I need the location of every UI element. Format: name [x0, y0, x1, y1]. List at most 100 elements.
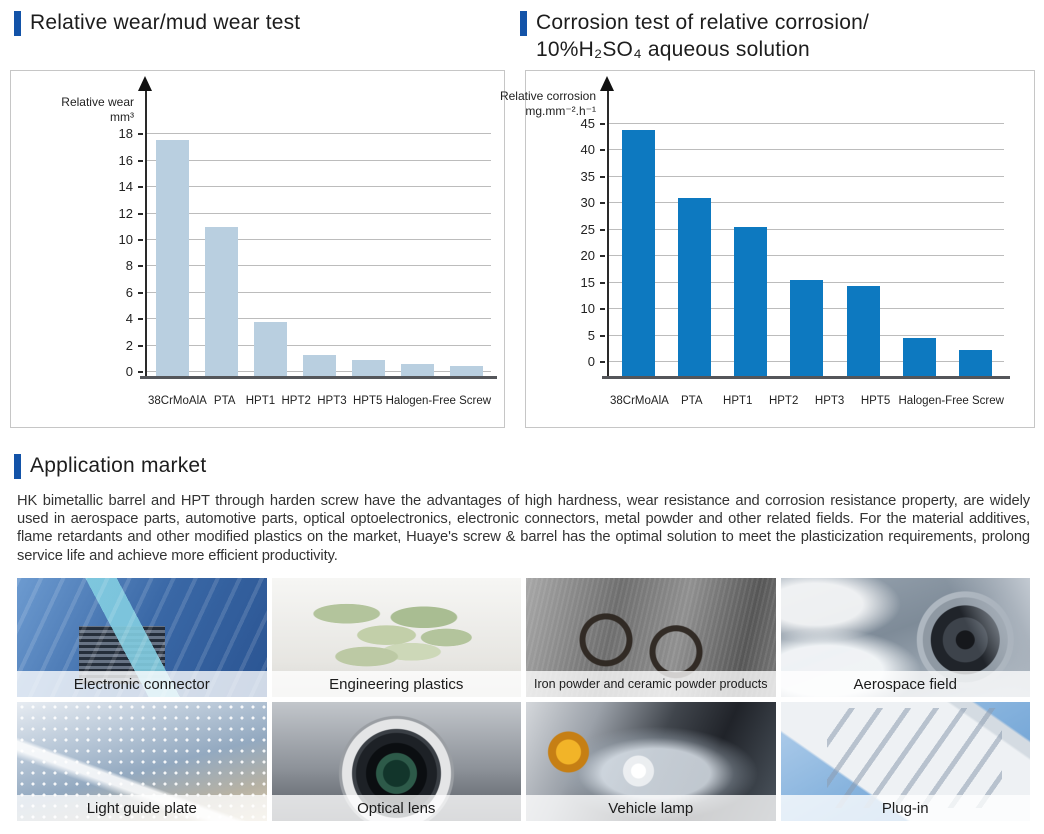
tick-mark	[600, 361, 605, 363]
gridline	[147, 291, 491, 293]
y-axis-label: Relative wear mm³	[61, 95, 134, 125]
y-axis-label-line2: mm³	[110, 110, 134, 124]
gridline	[147, 186, 491, 188]
y-tick-label: 8	[125, 258, 133, 274]
tick-mark	[600, 334, 605, 337]
plug-in-image: Plug-in	[780, 702, 1030, 821]
y-tick-label: 18	[118, 126, 133, 142]
corrosion-section-header: Corrosion test of relative corrosion/ 10…	[520, 9, 869, 63]
x-tick-label: 38CrMoAlA	[148, 395, 207, 407]
corrosion-bar-chart: Relative corrosion mg.mm⁻².h⁻¹ 0 5 10 15 20 25 3…	[500, 70, 1035, 428]
gridline	[609, 149, 1004, 150]
bar-PTA	[205, 226, 238, 376]
bar-HPT2	[790, 280, 824, 376]
bars-area	[610, 101, 1004, 376]
application-section-title: Application market	[30, 454, 207, 477]
optical-lens-image: Optical lens	[271, 702, 521, 821]
y-tick-label: 0	[587, 354, 595, 369]
x-tick-label: PTA	[213, 395, 236, 407]
bar-HPT5	[903, 338, 937, 376]
tick-mark	[600, 255, 605, 257]
bar-Halogen-Free Screw	[450, 366, 483, 376]
application-paragraph: HK bimetallic barrel and HPT through har…	[17, 493, 1030, 564]
y-tick-label: 30	[580, 195, 595, 210]
x-tick-label: HPT5	[860, 395, 891, 407]
y-tick-label: 10	[118, 232, 133, 247]
image-caption: Light guide plate	[17, 795, 267, 821]
wear-bar-chart: Relative wear mm³ 0 2 4 6 8 10 12 14 16 18 38CrMoAlA…	[10, 70, 505, 428]
gridline	[609, 255, 1004, 256]
y-tick-label: 10	[580, 301, 595, 316]
gridline	[147, 159, 491, 161]
y-axis-label-line1: Relative wear	[61, 95, 134, 109]
y-tick-label: 40	[580, 142, 595, 157]
blue-marker-bar	[14, 11, 21, 36]
aerospace-field-image: Aerospace field	[780, 578, 1030, 697]
engineering-plastics-image: Engineering plastics	[271, 578, 521, 697]
corrosion-title-line2: 10%H₂SO₄ aqueous solution	[536, 38, 810, 61]
wear-section-title: Relative wear/mud wear test	[30, 11, 301, 34]
image-caption: Optical lens	[271, 795, 521, 821]
tick-mark	[600, 281, 605, 284]
y-tick-label: 2	[125, 337, 133, 353]
x-axis-line	[140, 376, 497, 379]
blue-marker-bar	[520, 11, 527, 36]
tick-mark	[600, 228, 605, 231]
application-gallery: Electronic connector Engineering plastic…	[17, 578, 1030, 821]
image-caption: Vehicle lamp	[526, 795, 776, 821]
bar-HPT2	[303, 354, 336, 376]
bar-Halogen-Free Screw	[959, 350, 993, 376]
bar-HPT1	[734, 226, 768, 376]
tick-mark	[138, 239, 143, 241]
electronic-connector-image: Electronic connector	[17, 578, 267, 697]
image-caption: Electronic connector	[17, 671, 267, 697]
corrosion-title-line1: Corrosion test of relative corrosion/	[536, 11, 870, 34]
wear-section-header: Relative wear/mud wear test	[14, 9, 300, 36]
gridline	[609, 122, 1004, 124]
y-tick-label: 6	[125, 284, 133, 300]
y-axis-label: Relative corrosion mg.mm⁻².h⁻¹	[500, 89, 596, 119]
x-tick-label: HPT2	[768, 395, 799, 407]
bar-HPT5	[401, 364, 434, 376]
x-tick-label: HPT1	[723, 395, 753, 407]
y-tick-label: 16	[118, 152, 133, 168]
gridline	[147, 212, 491, 214]
tick-mark	[600, 175, 605, 178]
x-tick-label: Halogen-Free Screw	[385, 395, 492, 407]
x-category-labels: 38CrMoAlA PTA HPT1 HPT2 HPT3 HPT5 Halogen-Free…	[148, 395, 491, 407]
x-tick-label: 38CrMoAlA	[610, 395, 669, 407]
bar-PTA	[677, 197, 711, 376]
corrosion-section-title: Corrosion test of relative corrosion/ 10…	[536, 9, 869, 63]
image-caption: Aerospace field	[780, 671, 1030, 697]
x-tick-label: HPT3	[814, 395, 845, 407]
gridline	[147, 318, 491, 320]
gridline	[147, 133, 491, 135]
y-tick-label: 25	[580, 221, 595, 237]
gridline	[147, 344, 491, 346]
bar-HPT3	[352, 360, 385, 376]
tick-mark	[138, 212, 143, 215]
tick-mark	[600, 308, 605, 310]
bar-38CrMoAlA	[156, 139, 189, 376]
x-tick-label: HPT3	[317, 395, 347, 407]
y-axis-arrow-icon	[600, 76, 614, 91]
y-tick-label: 4	[125, 311, 133, 327]
tick-mark	[600, 202, 605, 204]
y-tick-label: 12	[118, 205, 133, 221]
x-tick-label: HPT5	[352, 395, 383, 407]
y-axis-arrow-icon	[138, 76, 152, 91]
x-tick-label: HPT2	[281, 395, 311, 407]
x-category-labels: 38CrMoAlA PTA HPT1 HPT2 HPT3 HPT5 Halogen-Free…	[610, 395, 1004, 407]
y-tick-label: 0	[125, 364, 133, 379]
y-axis-label-line1: Relative corrosion	[499, 89, 596, 103]
x-tick-label: HPT1	[245, 395, 276, 407]
blue-marker-bar	[14, 454, 21, 479]
tick-mark	[138, 265, 143, 268]
bar-HPT1	[254, 321, 287, 376]
tick-mark	[138, 159, 143, 162]
tick-mark	[138, 133, 143, 136]
tick-mark	[600, 149, 605, 151]
y-tick-label: 14	[118, 179, 133, 195]
image-caption: Engineering plastics	[271, 671, 521, 697]
